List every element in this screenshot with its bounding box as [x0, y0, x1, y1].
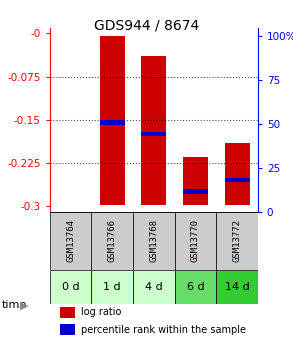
- FancyBboxPatch shape: [50, 270, 91, 304]
- Bar: [224, 178, 250, 183]
- Bar: [100, 120, 125, 125]
- Text: 6 d: 6 d: [187, 282, 204, 292]
- Text: 0 d: 0 d: [62, 282, 79, 292]
- Bar: [100, 36, 125, 205]
- FancyBboxPatch shape: [216, 212, 258, 270]
- Bar: [141, 56, 166, 205]
- Text: GSM13772: GSM13772: [233, 219, 241, 262]
- Text: GSM13770: GSM13770: [191, 219, 200, 262]
- Text: 14 d: 14 d: [225, 282, 249, 292]
- Text: ▶: ▶: [20, 300, 28, 310]
- Text: percentile rank within the sample: percentile rank within the sample: [81, 325, 246, 335]
- Bar: [183, 157, 208, 205]
- Bar: [224, 143, 250, 205]
- Bar: [60, 307, 75, 318]
- FancyBboxPatch shape: [216, 270, 258, 304]
- FancyBboxPatch shape: [91, 270, 133, 304]
- Text: GSM13766: GSM13766: [108, 219, 117, 262]
- Text: GSM13768: GSM13768: [149, 219, 158, 262]
- Text: GSM13764: GSM13764: [66, 219, 75, 262]
- FancyBboxPatch shape: [175, 212, 216, 270]
- Text: log ratio: log ratio: [81, 307, 121, 317]
- Text: GDS944 / 8674: GDS944 / 8674: [94, 19, 199, 33]
- FancyBboxPatch shape: [133, 212, 175, 270]
- Bar: [60, 324, 75, 335]
- Text: time: time: [1, 300, 27, 310]
- FancyBboxPatch shape: [175, 270, 216, 304]
- FancyBboxPatch shape: [91, 212, 133, 270]
- Text: 1 d: 1 d: [103, 282, 121, 292]
- Bar: [141, 132, 166, 136]
- Text: 4 d: 4 d: [145, 282, 163, 292]
- Bar: [183, 189, 208, 194]
- FancyBboxPatch shape: [133, 270, 175, 304]
- FancyBboxPatch shape: [50, 212, 91, 270]
